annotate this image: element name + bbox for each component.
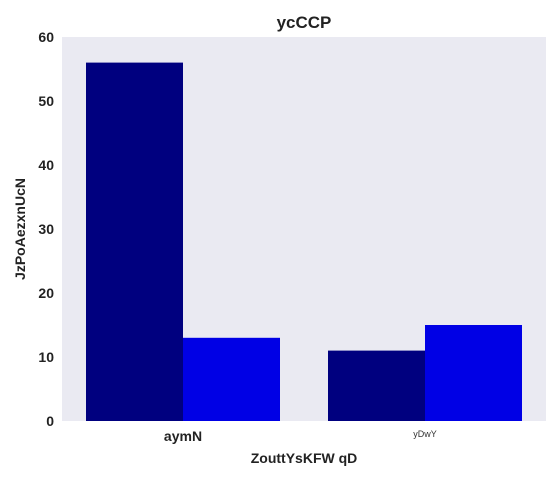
- x-tick-label: aymN: [164, 428, 202, 444]
- bar-yDwY-series-1: [328, 350, 425, 421]
- y-tick-label: 60: [38, 29, 54, 45]
- chart-title: ycCCP: [277, 13, 332, 32]
- bar-yDwY-series-2: [425, 325, 522, 421]
- y-tick-label: 0: [46, 413, 54, 429]
- y-ticks-group: 0 10 20 30 40 50 60: [38, 29, 54, 429]
- x-tick-label: yDwY: [413, 429, 437, 439]
- x-axis-label: ZouttYsKFW qD: [251, 450, 358, 466]
- y-axis-label: JzPoAezxnUcN: [12, 178, 28, 280]
- bars-group: [86, 62, 522, 421]
- y-tick-label: 50: [38, 93, 54, 109]
- y-tick-label: 10: [38, 349, 54, 365]
- y-tick-label: 30: [38, 221, 54, 237]
- y-tick-label: 40: [38, 157, 54, 173]
- x-ticks-group: aymN yDwY: [164, 428, 437, 444]
- y-tick-label: 20: [38, 285, 54, 301]
- bar-aymN-series-1: [86, 62, 183, 421]
- bar-aymN-series-2: [183, 337, 280, 421]
